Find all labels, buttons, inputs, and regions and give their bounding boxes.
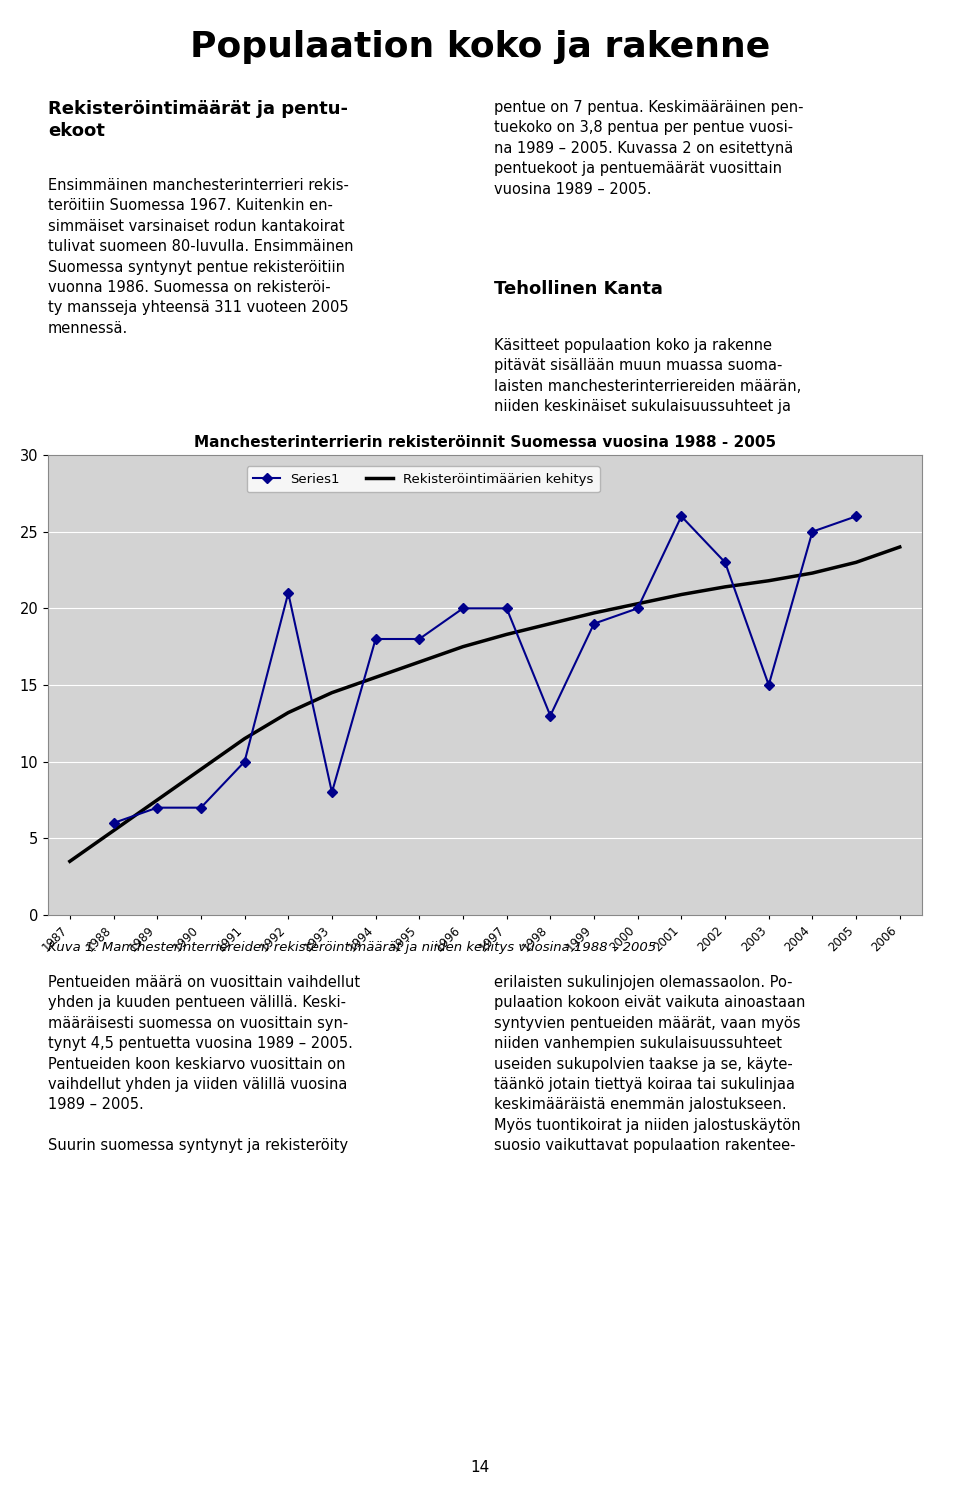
Text: 14: 14 [470, 1461, 490, 1476]
Text: pentue on 7 pentua. Keskimääräinen pen-
tuekoko on 3,8 pentua per pentue vuosi-
: pentue on 7 pentua. Keskimääräinen pen- … [494, 100, 804, 196]
Text: Populaation koko ja rakenne: Populaation koko ja rakenne [190, 30, 770, 64]
Text: Käsitteet populaation koko ja rakenne
pitävät sisällään muun muassa suoma-
laist: Käsitteet populaation koko ja rakenne pi… [494, 339, 802, 415]
Text: Pentueiden määrä on vuosittain vaihdellut
yhden ja kuuden pentueen välillä. Kesk: Pentueiden määrä on vuosittain vaihdellu… [48, 975, 360, 1153]
Text: Ensimmäinen manchesterinterrieri rekis-
teröitiin Suomessa 1967. Kuitenkin en-
s: Ensimmäinen manchesterinterrieri rekis- … [48, 178, 353, 336]
Title: Manchesterinterrierin rekisteröinnit Suomessa vuosina 1988 - 2005: Manchesterinterrierin rekisteröinnit Suo… [194, 434, 776, 449]
Legend: Series1, Rekisteröintimäärien kehitys: Series1, Rekisteröintimäärien kehitys [247, 466, 600, 493]
Text: Tehollinen Kanta: Tehollinen Kanta [494, 280, 663, 298]
Text: Kuva 1. Manchesterinterriereiden rekisteröintimäärät ja niiden kehitys vuosina 1: Kuva 1. Manchesterinterriereiden rekiste… [48, 941, 656, 954]
Text: Rekisteröintimäärät ja pentu-
ekoot: Rekisteröintimäärät ja pentu- ekoot [48, 100, 348, 141]
Text: erilaisten sukulinjojen olemassaolon. Po-
pulaation kokoon eivät vaikuta ainoast: erilaisten sukulinjojen olemassaolon. Po… [494, 975, 805, 1153]
